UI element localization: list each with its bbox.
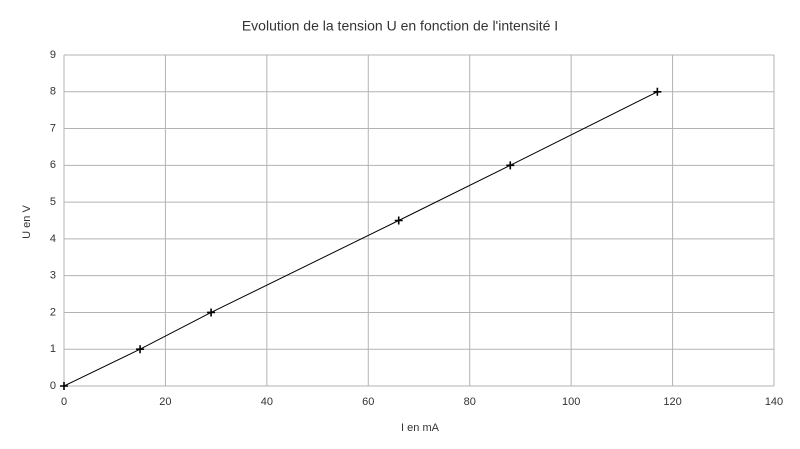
point-marker bbox=[394, 216, 403, 225]
y-tick-label: 5 bbox=[50, 196, 56, 208]
x-tick-label: 0 bbox=[61, 396, 67, 408]
x-axis-label: I en mA bbox=[401, 422, 440, 434]
y-tick-label: 9 bbox=[50, 49, 56, 61]
y-tick-label: 4 bbox=[50, 233, 56, 245]
y-tick-label: 8 bbox=[50, 86, 56, 98]
point-marker bbox=[506, 161, 515, 170]
x-tick-label: 120 bbox=[663, 396, 681, 408]
x-tick-label: 140 bbox=[765, 396, 783, 408]
y-tick-label: 7 bbox=[50, 122, 56, 134]
point-marker bbox=[60, 382, 68, 390]
y-tick-label: 2 bbox=[50, 306, 56, 318]
x-tick-label: 60 bbox=[362, 396, 374, 408]
point-marker bbox=[136, 345, 145, 354]
y-tick-label: 1 bbox=[50, 343, 56, 355]
series-line bbox=[63, 91, 658, 387]
y-axis-label: U en V bbox=[21, 205, 33, 239]
x-tick-label: 100 bbox=[562, 396, 580, 408]
y-tick-label: 3 bbox=[50, 270, 56, 282]
chart-title: Evolution de la tension U en fonction de… bbox=[242, 18, 558, 34]
point-marker bbox=[207, 308, 216, 317]
x-tick-label: 20 bbox=[159, 396, 171, 408]
x-tick-label: 80 bbox=[464, 396, 476, 408]
point-marker bbox=[653, 87, 662, 96]
x-tick-label: 40 bbox=[261, 396, 273, 408]
y-tick-label: 0 bbox=[50, 380, 56, 392]
y-tick-label: 6 bbox=[50, 159, 56, 171]
